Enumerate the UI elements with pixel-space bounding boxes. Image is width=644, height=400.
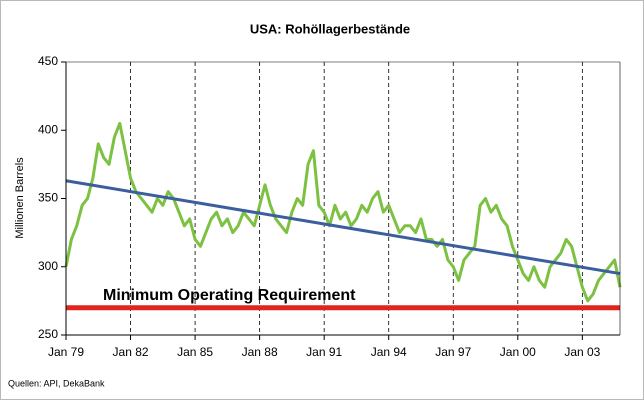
y-tick-label: 300 (38, 259, 58, 273)
chart-title: USA: Rohöllagerbestände (250, 21, 410, 36)
source: Quellen: API, DekaBank (8, 378, 105, 388)
y-tick-label: 450 (38, 54, 58, 68)
x-tick-label: Jan 85 (177, 345, 213, 359)
x-tick-label: Jan 91 (306, 345, 342, 359)
x-tick-label: Jan 88 (242, 345, 278, 359)
y-tick-label: 250 (38, 327, 58, 341)
series-line (64, 121, 622, 303)
x-tick-label: Jan 94 (371, 345, 407, 359)
y-tick-label: 400 (38, 122, 58, 136)
y-axis-label: Millionen Barrels (14, 157, 26, 239)
x-tick-label: Jan 79 (48, 345, 84, 359)
x-tick-label: Jan 00 (500, 345, 536, 359)
x-tick-label: Jan 97 (435, 345, 471, 359)
y-tick-label: 350 (38, 191, 58, 205)
x-tick-label: Jan 82 (113, 345, 149, 359)
series-line (65, 179, 621, 276)
x-tick-label: Jan 03 (564, 345, 600, 359)
reference-label: Minimum Operating Requirement (103, 287, 356, 304)
